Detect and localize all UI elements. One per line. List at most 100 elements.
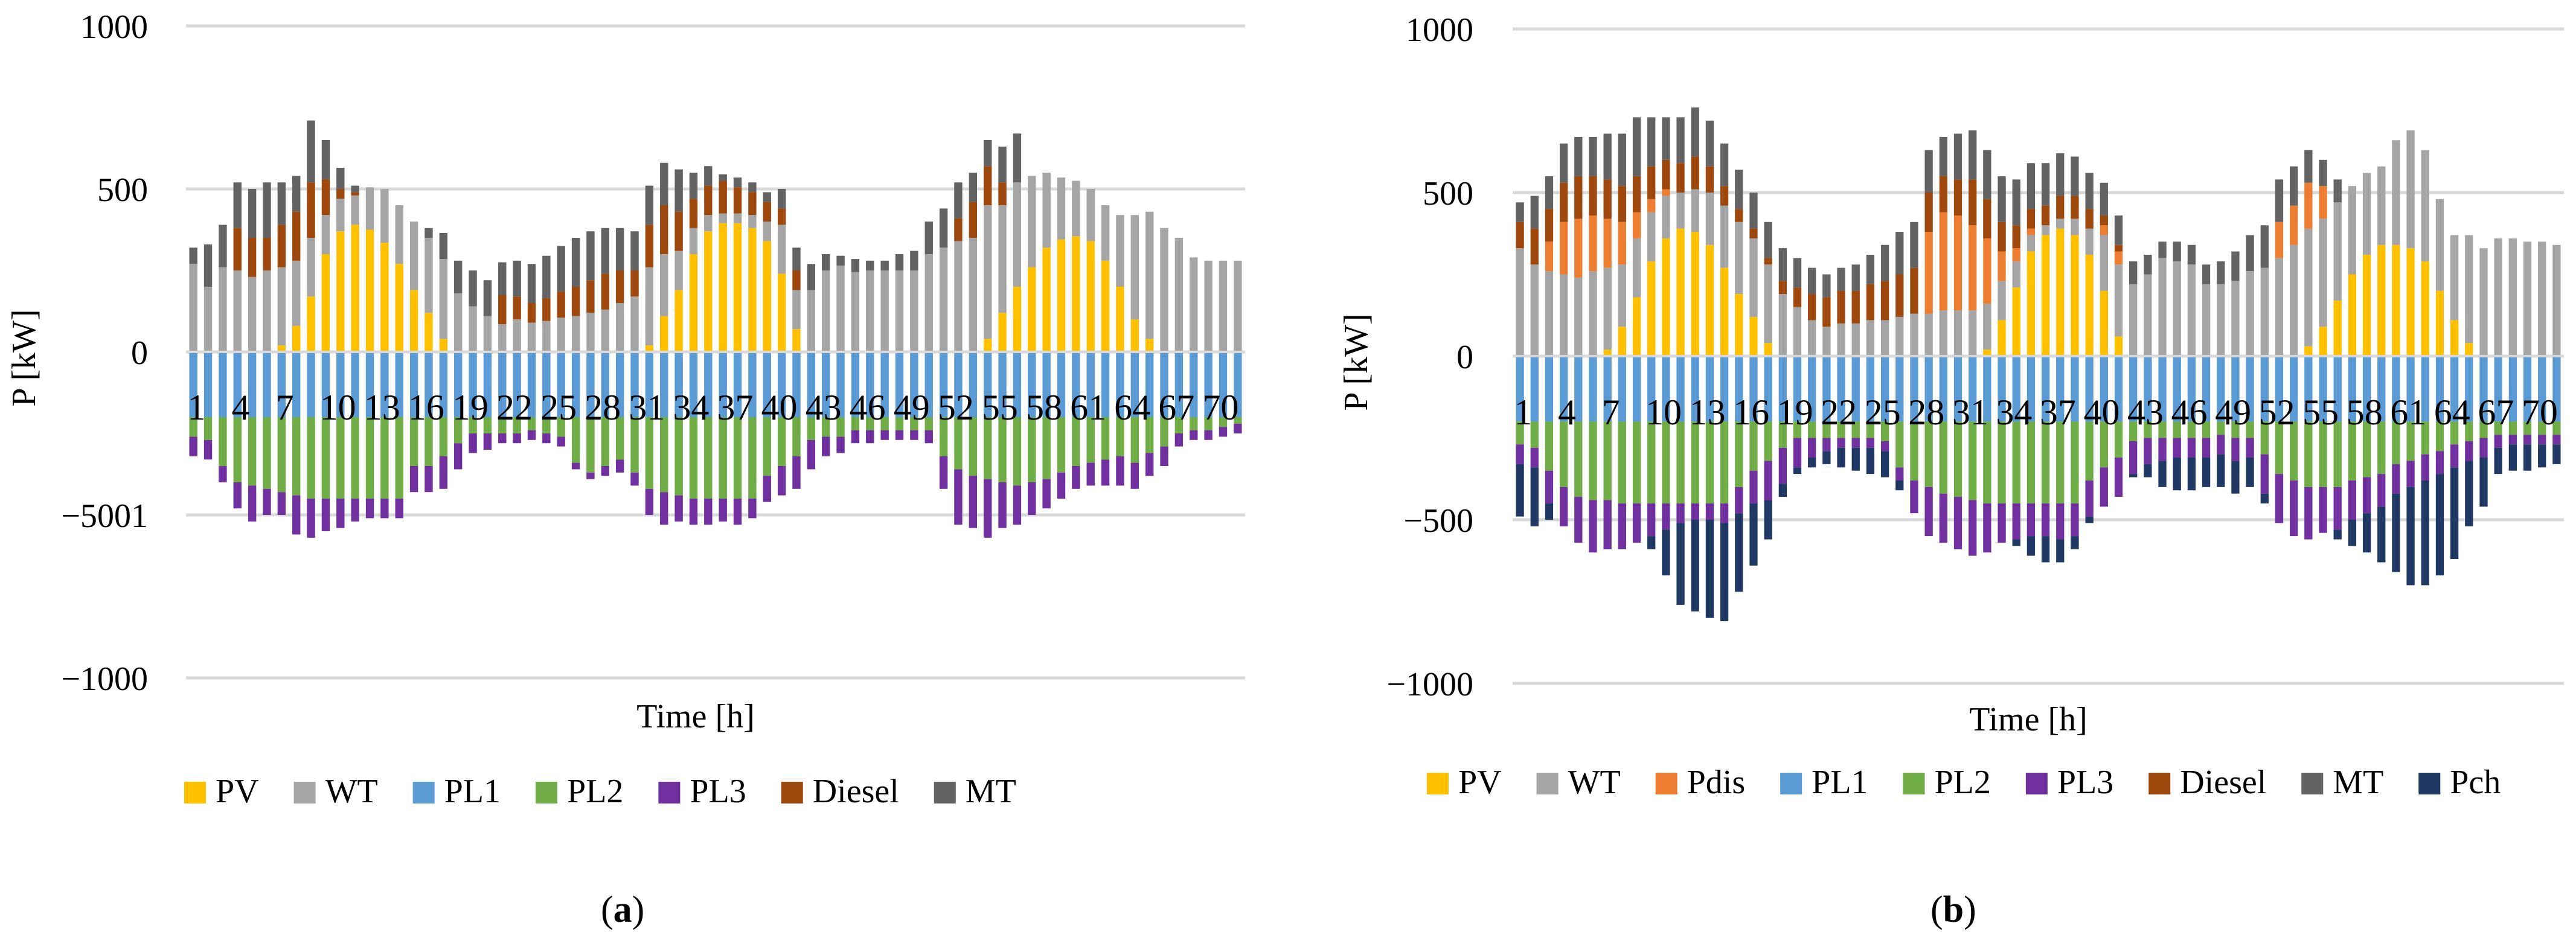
bar-pl1	[336, 352, 345, 417]
legend-label-pl3: PL3	[2057, 764, 2113, 801]
bar-pl2	[2202, 421, 2211, 438]
bar-pl3	[571, 462, 580, 470]
bar-pl2	[1998, 421, 2006, 503]
y-tick-label: 500	[97, 171, 148, 209]
bar-pl2	[1516, 421, 1524, 445]
bar-pl3	[1647, 503, 1656, 537]
bar-pl3	[880, 430, 889, 440]
bar-diesel	[2114, 244, 2123, 252]
bar-pdis	[2290, 205, 2298, 245]
bar-diesel	[498, 295, 507, 325]
bar-pdis	[1969, 225, 1977, 311]
bar-wt	[2231, 281, 2240, 356]
bar-pl1	[1530, 356, 1539, 422]
bar-mt	[748, 182, 757, 193]
bar-pl1	[2231, 356, 2240, 422]
bar-pl2	[498, 417, 507, 433]
bar-pl1	[1028, 352, 1036, 417]
bar-wt	[615, 303, 624, 352]
bar-pl1	[719, 352, 727, 417]
bar-pl1	[1057, 352, 1066, 417]
bar-mt	[1735, 170, 1743, 209]
bar-pl1	[2479, 356, 2488, 422]
bar-wt	[2129, 284, 2138, 356]
bar-pl3	[1691, 503, 1699, 520]
bar-mt	[219, 225, 227, 267]
bar-pl2	[2173, 421, 2181, 438]
bar-pl3	[1174, 433, 1184, 447]
bar-pl2	[439, 417, 448, 456]
bar-pl2	[1013, 417, 1022, 486]
x-tick-label: 25	[1865, 392, 1901, 432]
bar-mt	[704, 166, 713, 186]
bar-pl1	[233, 352, 242, 417]
legend-label-wt: WT	[1568, 764, 1621, 801]
bar-pl2	[748, 417, 757, 499]
bar-pl1	[763, 352, 771, 417]
bar-pch	[2085, 516, 2094, 523]
bar-wt	[571, 316, 580, 352]
legend-swatch-pv	[1427, 773, 1449, 794]
bar-wt	[307, 238, 315, 297]
panel-label-b: (b)	[1930, 889, 1976, 930]
bar-pl2	[2275, 421, 2284, 474]
bar-diesel	[674, 211, 683, 251]
bar-pl1	[1101, 352, 1110, 417]
legend-swatch-pl2	[1903, 773, 1925, 794]
bar-pl1	[2450, 356, 2459, 422]
bar-pv	[792, 329, 801, 352]
bar-pl2	[2406, 421, 2415, 461]
bar-mt	[2202, 264, 2211, 284]
bar-pl1	[939, 352, 948, 417]
bar-wt	[1545, 271, 1554, 356]
bar-pl1	[733, 352, 742, 417]
bar-pdis	[1998, 251, 2006, 281]
bar-pch	[2348, 520, 2357, 546]
bar-pl2	[2041, 421, 2050, 503]
bar-pch	[1662, 529, 1670, 576]
bar-pl3	[1116, 456, 1124, 486]
bar-pl1	[571, 352, 580, 417]
bar-pch	[1764, 500, 1772, 540]
bar-pl2	[1735, 421, 1743, 487]
legend-label-diesel: Diesel	[2180, 764, 2266, 801]
bar-pl1	[453, 352, 463, 417]
bar-diesel	[630, 270, 639, 297]
bar-mt	[983, 140, 992, 167]
bar-pl2	[2158, 421, 2167, 438]
bar-wt	[1086, 189, 1095, 241]
bar-pv	[2362, 254, 2371, 356]
bar-pl2	[2100, 421, 2108, 468]
bar-pl2	[2027, 421, 2036, 503]
bar-mt	[1516, 202, 1524, 222]
bar-pl1	[1983, 356, 1991, 422]
y-axis-label: P [kW]	[5, 309, 43, 406]
bar-diesel	[1574, 176, 1583, 219]
bar-pch	[2406, 487, 2415, 586]
bar-pl1	[1589, 356, 1597, 422]
bar-pl1	[321, 352, 330, 417]
bar-wt	[1735, 222, 1743, 295]
x-axis-label: Time [h]	[636, 698, 755, 735]
bar-pl3	[836, 436, 845, 453]
bar-pl1	[2187, 356, 2196, 422]
bar-diesel	[1910, 267, 1918, 314]
bar-mt	[1822, 274, 1831, 298]
bar-pl2	[483, 417, 492, 433]
bar-pl1	[1662, 356, 1670, 422]
bar-pch	[1647, 536, 1656, 549]
bar-pv	[2085, 254, 2094, 356]
bar-pch	[2231, 461, 2240, 494]
bar-wt	[998, 205, 1007, 313]
bar-pl1	[1072, 352, 1080, 417]
bar-diesel	[571, 287, 580, 316]
bar-diesel	[2012, 225, 2020, 249]
bar-pv	[2319, 327, 2327, 356]
bar-diesel	[1837, 290, 1845, 324]
bar-pl1	[1086, 352, 1095, 417]
bar-wt	[1145, 211, 1154, 339]
bar-mt	[615, 228, 624, 270]
bar-pdis	[1589, 215, 1597, 272]
bar-mt	[2085, 173, 2094, 209]
bar-mt	[2333, 179, 2342, 203]
